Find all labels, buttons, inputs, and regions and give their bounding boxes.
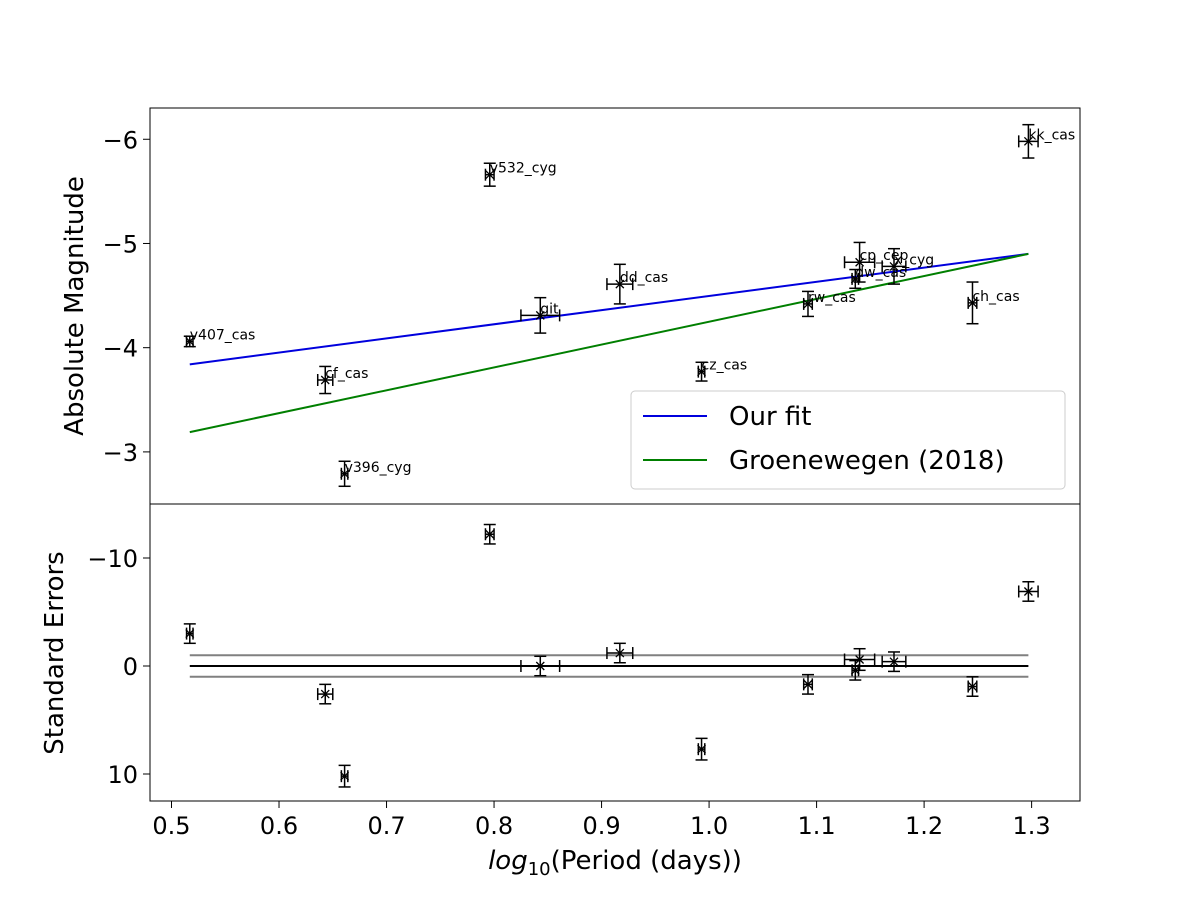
bottom-marker xyxy=(889,657,899,667)
top-point-v396-cyg: v396_cyg xyxy=(338,460,412,488)
legend-label-groenewegen: Groenewegen (2018) xyxy=(729,446,1005,476)
top-point-rw-cas: rw_cas xyxy=(801,290,856,318)
top-marker xyxy=(535,310,545,320)
point-label-kk-cas: kk_cas xyxy=(1028,127,1075,143)
top-point-cf-cas: cf_cas xyxy=(316,365,368,395)
bottom-point-10 xyxy=(881,651,907,673)
top-marker xyxy=(803,299,813,309)
legend-box xyxy=(630,390,1066,490)
top-marker xyxy=(320,375,330,385)
legend-label-our-fit: Our fit xyxy=(729,402,811,432)
bottom-marker xyxy=(968,682,977,691)
top-y-tick-label: −5 xyxy=(103,230,138,258)
x-tick-label: 0.6 xyxy=(260,812,298,840)
bottom-marker xyxy=(1023,587,1033,596)
bottom-reference-lines xyxy=(189,654,1029,678)
x-tick-label: 0.8 xyxy=(475,812,513,840)
top-y-axis-label: Absolute Magnitude xyxy=(60,176,90,436)
x-ticks: 0.5 0.6 0.7 0.8 0.9 1.0 1.1 1.2 1.3 xyxy=(152,801,1051,840)
top-data-points: v407_cascf_casv396_cygv532_cyggitdd_casc… xyxy=(183,123,1075,488)
bottom-point-12 xyxy=(1017,581,1039,602)
top-y-tick-label: −6 xyxy=(103,126,138,154)
bottom-marker xyxy=(340,771,350,781)
bottom-marker xyxy=(850,665,860,675)
bottom-marker xyxy=(615,648,625,658)
top-point-dd-cas: dd_cas xyxy=(606,263,668,305)
point-label-dd-cas: dd_cas xyxy=(620,270,668,286)
point-label-cz-cas: cz_cas xyxy=(702,358,748,374)
x-axis-label-italic: log xyxy=(488,846,528,876)
point-label-ch-cas: ch_cas xyxy=(972,289,1019,305)
top-marker xyxy=(1023,136,1033,146)
bottom-point-5 xyxy=(606,642,634,664)
point-label-cp-cep: cp_cep xyxy=(860,248,909,264)
bottom-point-0 xyxy=(183,623,196,645)
bottom-point-4 xyxy=(520,655,561,677)
legend: Our fit Groenewegen (2018) xyxy=(630,390,1066,490)
bottom-y-ticks: −10 0 10 xyxy=(87,545,150,789)
top-point-x-cyg: x_cyg xyxy=(881,247,934,285)
point-label-git: git xyxy=(540,301,559,317)
x-axis-label: log10(Period (days)) xyxy=(488,846,742,880)
x-tick-label: 0.9 xyxy=(582,812,620,840)
x-tick-label: 1.1 xyxy=(798,812,836,840)
bottom-marker xyxy=(185,629,195,639)
point-label-v532-cyg: v532_cyg xyxy=(490,161,557,177)
x-axis-label-rest: (Period (days)) xyxy=(551,846,742,876)
bottom-y-tick-label: −10 xyxy=(87,545,138,573)
top-y-tick-label: −4 xyxy=(103,335,138,363)
bottom-data-points xyxy=(183,523,1039,788)
top-marker xyxy=(615,279,625,289)
bottom-panel: −10 0 10 Standard Errors xyxy=(40,503,1081,802)
bottom-marker xyxy=(320,689,330,699)
bottom-marker xyxy=(485,529,495,539)
top-marker xyxy=(697,367,707,377)
top-point-kk-cas: kk_cas xyxy=(1017,123,1075,159)
bottom-point-6 xyxy=(695,737,708,761)
top-point-cz-cas: cz_cas xyxy=(695,358,748,382)
x-tick-label: 1.0 xyxy=(690,812,728,840)
series-line-our-fit xyxy=(189,252,1029,366)
bottom-y-axis-label: Standard Errors xyxy=(40,551,70,754)
top-marker xyxy=(889,261,899,271)
point-label-x-cyg: x_cyg xyxy=(894,252,934,268)
point-label-v407-cas: v407_cas xyxy=(190,327,256,343)
x-axis-label-subscript: 10 xyxy=(528,859,551,880)
top-marker xyxy=(855,257,865,267)
x-tick-label: 0.7 xyxy=(367,812,405,840)
top-marker xyxy=(340,469,350,479)
bottom-y-tick-label: 0 xyxy=(123,653,138,681)
top-point-ch-cas: ch_cas xyxy=(966,281,1020,325)
top-y-tick-label: −3 xyxy=(103,439,138,467)
bottom-point-11 xyxy=(966,676,979,697)
top-point-git: git xyxy=(520,296,561,334)
bottom-point-7 xyxy=(801,673,814,695)
bottom-y-tick-label: 10 xyxy=(107,761,138,789)
point-label-v396-cyg: v396_cyg xyxy=(345,460,412,476)
top-marker xyxy=(850,274,860,284)
top-marker xyxy=(485,170,495,180)
bottom-axes-frame xyxy=(149,503,1081,802)
bottom-point-2 xyxy=(338,764,351,788)
bottom-marker xyxy=(855,655,865,664)
top-point-v532-cyg: v532_cyg xyxy=(483,161,557,187)
bottom-marker xyxy=(535,661,545,671)
bottom-marker xyxy=(697,744,707,754)
top-marker xyxy=(185,336,195,346)
top-y-ticks: −3 −4 −5 −6 xyxy=(103,126,150,467)
x-tick-label: 1.3 xyxy=(1013,812,1051,840)
top-marker xyxy=(968,298,977,308)
bottom-point-3 xyxy=(483,523,496,545)
point-label-cf-cas: cf_cas xyxy=(325,366,368,382)
top-point-v407-cas: v407_cas xyxy=(183,327,256,348)
x-tick-label: 1.2 xyxy=(905,812,943,840)
bottom-point-1 xyxy=(316,683,334,705)
bottom-point-9 xyxy=(849,659,862,681)
point-label-rw-cas: rw_cas xyxy=(808,290,856,306)
bottom-marker xyxy=(803,679,813,689)
x-tick-label: 0.5 xyxy=(152,812,190,840)
